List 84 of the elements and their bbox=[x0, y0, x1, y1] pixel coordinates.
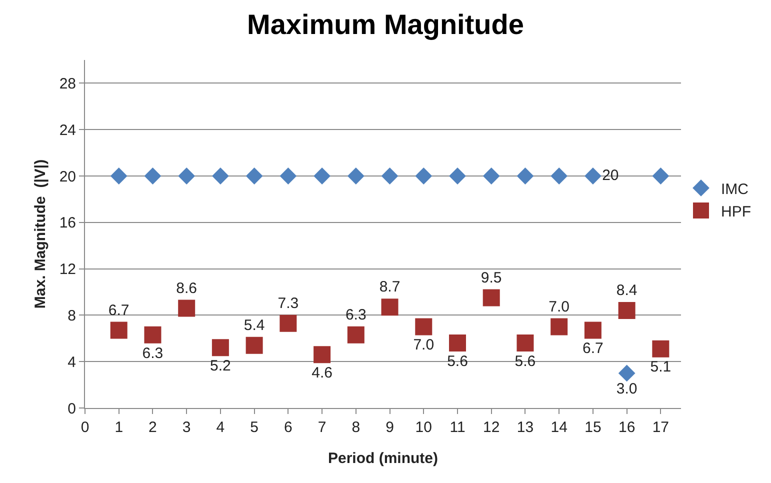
data-label: 5.1 bbox=[650, 358, 672, 376]
x-tick-label: 9 bbox=[386, 419, 394, 436]
x-tick-label: 17 bbox=[652, 419, 670, 436]
point bbox=[212, 339, 229, 356]
point bbox=[449, 334, 466, 352]
point bbox=[246, 168, 263, 184]
y-tick-label: 4 bbox=[68, 354, 76, 371]
x-tick-label: 0 bbox=[80, 419, 90, 436]
point bbox=[110, 168, 128, 184]
data-label: 5.2 bbox=[210, 358, 231, 375]
point bbox=[110, 322, 128, 339]
x-tick-label: 1 bbox=[114, 419, 124, 436]
x-tick-label: 11 bbox=[450, 419, 466, 436]
point bbox=[550, 168, 568, 184]
point bbox=[618, 302, 636, 320]
x-tick-label: 14 bbox=[550, 419, 568, 436]
data-label: 7.0 bbox=[413, 336, 434, 354]
data-label: 9.5 bbox=[480, 269, 502, 286]
y-tick-label: 20 bbox=[59, 168, 76, 186]
x-axis-title: Period (minute) bbox=[328, 450, 438, 467]
data-label: 6.3 bbox=[345, 306, 366, 324]
point bbox=[550, 318, 568, 336]
x-tick-label: 2 bbox=[148, 419, 157, 436]
data-label: 8.4 bbox=[616, 282, 638, 300]
data-label: 20 bbox=[602, 166, 619, 184]
point bbox=[482, 289, 500, 306]
x-tick-label: 12 bbox=[483, 419, 500, 436]
chart-title: Maximum Magnitude bbox=[247, 9, 524, 40]
point bbox=[347, 326, 364, 344]
point bbox=[280, 314, 297, 332]
point bbox=[246, 336, 263, 354]
data-label: 6.7 bbox=[582, 340, 604, 358]
point bbox=[618, 364, 636, 382]
y-tick-label: 24 bbox=[59, 122, 76, 139]
data-label: 6.3 bbox=[142, 344, 164, 362]
x-tick-label: 3 bbox=[182, 419, 191, 436]
point bbox=[381, 298, 398, 316]
y-tick-label: 0 bbox=[68, 400, 76, 418]
data-label: 4.6 bbox=[312, 364, 332, 382]
data-label: 5.6 bbox=[447, 352, 468, 370]
point bbox=[347, 168, 364, 184]
data-label: 3.0 bbox=[616, 380, 638, 398]
legend-label: HPF bbox=[721, 203, 751, 220]
x-tick-label: 7 bbox=[318, 419, 326, 436]
point bbox=[584, 168, 602, 184]
point bbox=[178, 168, 196, 184]
data-label: 6.7 bbox=[108, 302, 130, 319]
data-label: 7.0 bbox=[548, 298, 570, 316]
x-tick-label: 15 bbox=[584, 419, 602, 436]
point bbox=[516, 168, 534, 184]
x-tick-label: 8 bbox=[352, 419, 360, 436]
point bbox=[652, 340, 670, 358]
y-axis-title: Max. Magnitude (|V|) bbox=[32, 159, 49, 309]
data-label: 8.6 bbox=[176, 280, 198, 297]
data-label: 5.4 bbox=[244, 316, 265, 334]
point bbox=[212, 168, 229, 184]
point bbox=[584, 322, 602, 339]
legend-label: IMC bbox=[721, 180, 749, 198]
y-tick-label: 28 bbox=[59, 75, 76, 92]
x-tick-label: 16 bbox=[618, 419, 636, 436]
point bbox=[381, 168, 398, 184]
y-tick-label: 12 bbox=[59, 261, 76, 278]
x-tick-label: 10 bbox=[415, 419, 432, 436]
point bbox=[415, 318, 432, 336]
point bbox=[144, 168, 162, 184]
y-tick-label: 16 bbox=[59, 214, 76, 232]
x-tick-label: 5 bbox=[250, 419, 258, 436]
x-tick-label: 4 bbox=[216, 419, 225, 436]
point bbox=[415, 168, 432, 184]
data-label: 8.7 bbox=[379, 278, 400, 296]
point bbox=[280, 168, 297, 184]
point bbox=[144, 326, 162, 344]
x-tick-label: 6 bbox=[284, 419, 292, 436]
data-label: 7.3 bbox=[278, 294, 299, 312]
point bbox=[314, 346, 331, 364]
x-tick-label: 13 bbox=[516, 419, 534, 436]
point bbox=[482, 168, 500, 184]
point bbox=[178, 300, 196, 317]
point bbox=[652, 168, 670, 184]
point bbox=[449, 168, 466, 184]
y-tick-label: 8 bbox=[68, 307, 76, 324]
point bbox=[314, 168, 330, 184]
data-label: 5.6 bbox=[514, 352, 536, 370]
point bbox=[516, 334, 534, 352]
